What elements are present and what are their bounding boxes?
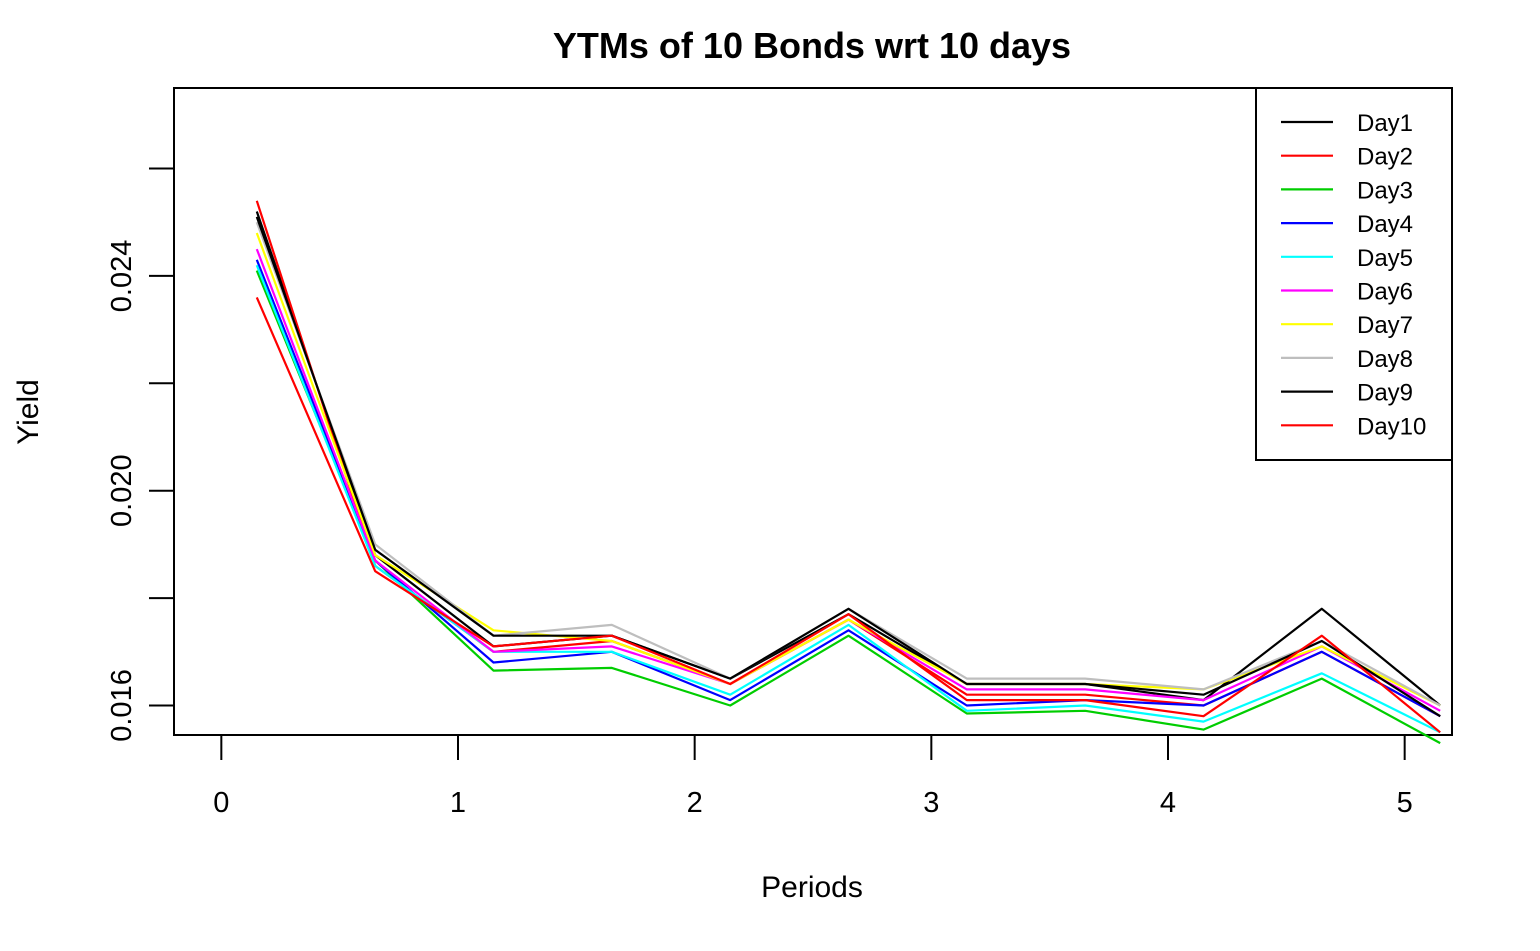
series-line-day5 [255, 264, 1441, 734]
series-line-day10 [255, 296, 1441, 734]
x-tick-label: 2 [687, 787, 703, 819]
x-tick-label: 1 [450, 787, 466, 819]
legend-label: Day5 [1357, 245, 1413, 272]
y-tick-label: 0.016 [106, 669, 138, 742]
y-tick-label: 0.020 [106, 454, 138, 527]
legend-label: Day7 [1357, 312, 1413, 339]
y-axis: 0.016 0.020 0.024 [106, 167, 175, 742]
x-tick-label: 3 [923, 787, 939, 819]
x-axis-label: Periods [761, 871, 863, 904]
x-tick-label: 5 [1397, 787, 1413, 819]
y-tick-label: 0.024 [106, 240, 138, 313]
legend: Day1 Day2 Day3 Day4 Day5 Day6 Day7 Day8 Day9 Day1… [1255, 87, 1453, 461]
legend-label: Day4 [1357, 211, 1413, 238]
legend-label: Day3 [1357, 177, 1413, 204]
legend-box [1255, 87, 1453, 461]
legend-label: Day8 [1357, 346, 1413, 373]
legend-label: Day2 [1357, 144, 1413, 171]
legend-label: Day9 [1357, 380, 1413, 407]
x-tick-label: 0 [213, 787, 229, 819]
series-line-day3 [255, 270, 1441, 745]
x-axis: 0 1 2 3 4 5 [213, 734, 1413, 819]
x-tick-label: 4 [1160, 787, 1176, 819]
series-line-day4 [255, 259, 1441, 718]
y-axis-label: Yield [12, 379, 45, 445]
legend-label: Day6 [1357, 279, 1413, 306]
series-line-day9 [255, 216, 1441, 718]
series-lines [255, 200, 1441, 745]
legend-label: Day1 [1357, 110, 1413, 137]
chart-title: YTMs of 10 Bonds wrt 10 days [553, 25, 1071, 66]
legend-label: Day10 [1357, 413, 1426, 440]
